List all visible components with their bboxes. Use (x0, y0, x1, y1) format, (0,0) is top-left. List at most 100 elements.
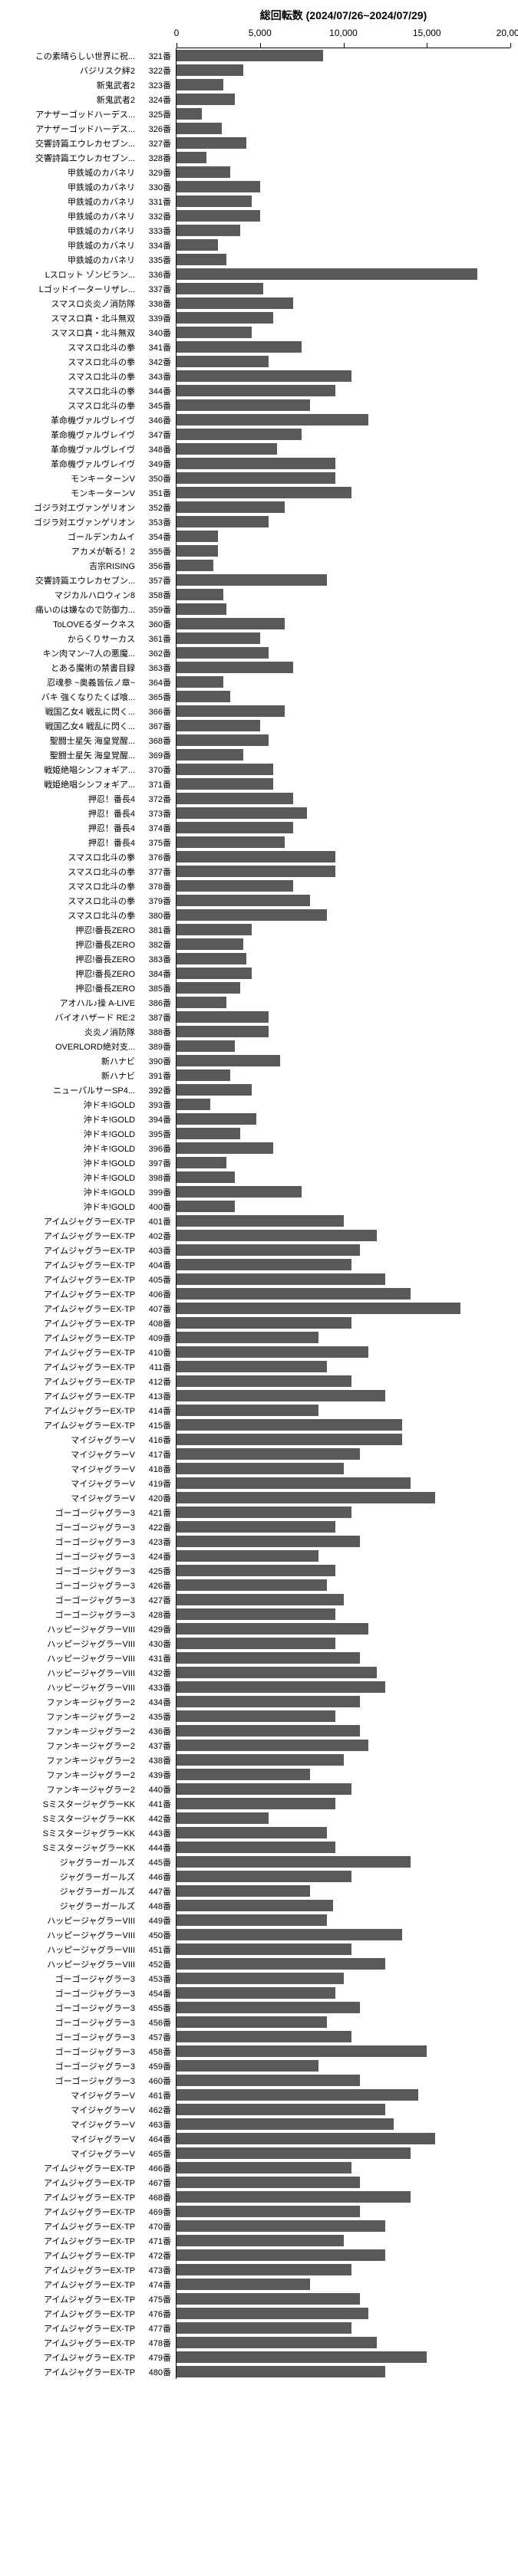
bar (177, 1958, 385, 1970)
bar (177, 1536, 360, 1547)
row-number: 338番 (138, 297, 176, 310)
bar (177, 1740, 368, 1751)
bar-track (176, 1840, 510, 1855)
row-number: 382番 (138, 938, 176, 951)
bar (177, 1186, 302, 1198)
bar-track (176, 1636, 510, 1651)
bar-row: ジャグラーガールズ446番 (8, 1869, 510, 1884)
bar-row: アイムジャグラーEX-TP466番 (8, 2160, 510, 2175)
bar (177, 705, 285, 717)
row-label: 戦国乙女4 戦乱に閃く... (8, 720, 138, 732)
bar (177, 225, 240, 236)
bar-row: 押忍！番長4375番 (8, 835, 510, 849)
row-label: 吉宗RISING (8, 560, 138, 572)
x-axis: 05,00010,00015,00020,000 (177, 26, 510, 48)
bar-row: スマスロ炎炎ノ消防隊338番 (8, 296, 510, 310)
row-number: 400番 (138, 1201, 176, 1213)
row-label: ゴーゴージャグラー3 (8, 1565, 138, 1577)
bar-row: 甲鉄城のカバネリ331番 (8, 194, 510, 209)
row-number: 340番 (138, 327, 176, 339)
row-label: アイムジャグラーEX-TP (8, 1375, 138, 1388)
bar (177, 618, 285, 629)
bar (177, 166, 230, 178)
x-tick-label: 10,000 (329, 28, 358, 38)
bar (177, 1084, 252, 1096)
bar-track (176, 252, 510, 267)
bar-row: Lゴッドイーターリザレ...337番 (8, 281, 510, 296)
bar (177, 1244, 360, 1256)
bar (177, 327, 252, 338)
bar-row: 押忍!番長ZERO385番 (8, 981, 510, 995)
row-number: 448番 (138, 1900, 176, 1912)
row-number: 413番 (138, 1390, 176, 1402)
bar-track (176, 456, 510, 471)
bar-row: スマスロ北斗の拳345番 (8, 398, 510, 412)
bar-track (176, 2321, 510, 2335)
bar (177, 545, 218, 557)
bar-row: 革命機ヴァルヴレイヴ349番 (8, 456, 510, 471)
bar (177, 1448, 360, 1460)
row-label: 甲鉄城のカバネリ (8, 254, 138, 266)
row-label: アカメが斬る！2 (8, 545, 138, 557)
row-label: この素晴らしい世界に祝... (8, 50, 138, 62)
bar-track (176, 1214, 510, 1228)
bar-row: 甲鉄城のカバネリ332番 (8, 209, 510, 223)
row-number: 421番 (138, 1506, 176, 1519)
row-label: アイムジャグラーEX-TP (8, 1390, 138, 1402)
row-label: 革命機ヴァルヴレイヴ (8, 429, 138, 441)
bar-row: アイムジャグラーEX-TP471番 (8, 2233, 510, 2248)
row-label: 聖闘士星矢 海皇覚醒... (8, 749, 138, 761)
bar-track (176, 238, 510, 252)
row-label: ハッピージャグラーVIII (8, 1929, 138, 1941)
bar-track (176, 1403, 510, 1418)
bar (177, 1273, 385, 1285)
bar-row: スマスロ北斗の拳378番 (8, 879, 510, 893)
row-label: アイムジャグラーEX-TP (8, 1244, 138, 1257)
bar-row: ゴールデンカムイ354番 (8, 529, 510, 544)
bar-row: 戦姫絶唱シンフォギア...371番 (8, 777, 510, 791)
row-number: 473番 (138, 2264, 176, 2276)
bar-row: この素晴らしい世界に祝...321番 (8, 48, 510, 63)
bar-track (176, 150, 510, 165)
row-label: 甲鉄城のカバネリ (8, 196, 138, 208)
bar-row: 吉宗RISING356番 (8, 558, 510, 573)
bar-track (176, 2058, 510, 2073)
row-number: 326番 (138, 123, 176, 135)
row-label: スマスロ北斗の拳 (8, 880, 138, 892)
row-number: 408番 (138, 1317, 176, 1329)
bar (177, 254, 226, 265)
row-label: マイジャグラーV (8, 2133, 138, 2145)
row-label: マイジャグラーV (8, 2104, 138, 2116)
bar-track (176, 1520, 510, 1534)
bar-track (176, 602, 510, 616)
bar-track (176, 383, 510, 398)
bar (177, 778, 273, 790)
bar (177, 1681, 385, 1693)
bar-row: アイムジャグラーEX-TP413番 (8, 1388, 510, 1403)
bar-row: スマスロ北斗の拳342番 (8, 354, 510, 369)
bar (177, 1434, 402, 1445)
row-number: 478番 (138, 2337, 176, 2349)
row-number: 418番 (138, 1463, 176, 1475)
row-number: 391番 (138, 1070, 176, 1082)
row-label: アナザーゴッドハーデス... (8, 108, 138, 120)
row-number: 425番 (138, 1565, 176, 1577)
row-number: 464番 (138, 2133, 176, 2145)
row-label: ゴジラ対エヴァンゲリオン (8, 516, 138, 528)
bar (177, 574, 327, 586)
row-number: 344番 (138, 385, 176, 397)
row-number: 321番 (138, 50, 176, 62)
row-label: 革命機ヴァルヴレイヴ (8, 414, 138, 426)
bar-track (176, 1811, 510, 1825)
bar (177, 1827, 327, 1838)
row-label: 沖ドキ!GOLD (8, 1157, 138, 1169)
bar (177, 1710, 335, 1722)
row-label: ゴーゴージャグラー3 (8, 2045, 138, 2058)
row-number: 376番 (138, 851, 176, 863)
row-label: スマスロ北斗の拳 (8, 851, 138, 863)
row-number: 437番 (138, 1740, 176, 1752)
bar-row: 忍魂参 ~奥義皆伝ノ章~364番 (8, 675, 510, 689)
bar (177, 239, 218, 251)
bar-row: アナザーゴッドハーデス...325番 (8, 107, 510, 121)
row-number: 440番 (138, 1783, 176, 1796)
